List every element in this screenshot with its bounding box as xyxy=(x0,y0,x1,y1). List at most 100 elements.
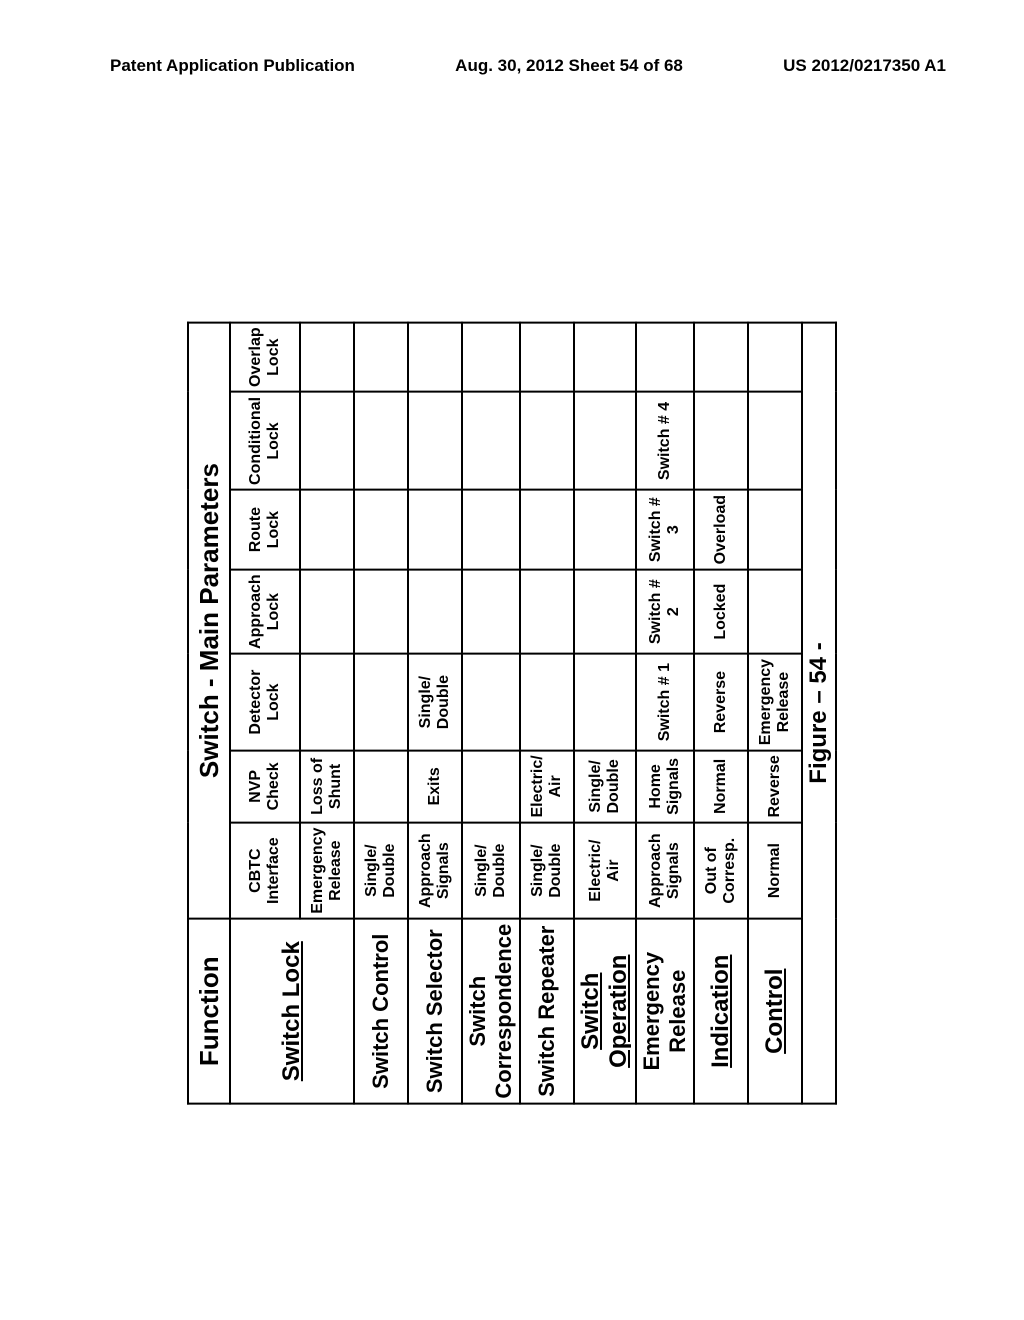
cell: Approach Lock xyxy=(230,569,300,654)
cell xyxy=(520,569,574,654)
cell: Emergency Release xyxy=(300,822,354,918)
page-header: Patent Application Publication Aug. 30, … xyxy=(0,56,1024,76)
cell xyxy=(408,392,462,490)
cell xyxy=(574,490,636,569)
cell xyxy=(574,654,636,750)
cell xyxy=(408,569,462,654)
cell: Switch # 1 xyxy=(636,654,694,750)
cell xyxy=(462,654,520,750)
cell: Approach Signals xyxy=(636,822,694,918)
figure-caption: Figure – 54 - xyxy=(802,322,836,1103)
func-emergency-release: Emergency Release xyxy=(636,919,694,1104)
cell xyxy=(408,322,462,392)
cell: Single/ Double xyxy=(462,822,520,918)
func-control: Control xyxy=(748,919,802,1104)
cell: CBTC Interface xyxy=(230,822,300,918)
func-switch-selector: Switch Selector xyxy=(408,919,462,1104)
cell xyxy=(574,569,636,654)
cell: Overload xyxy=(694,490,748,569)
cell: Normal xyxy=(694,750,748,822)
cell: Switch # 2 xyxy=(636,569,694,654)
cell: Single/ Double xyxy=(574,750,636,822)
title-parameters: Switch - Main Parameters xyxy=(188,322,230,918)
cell xyxy=(520,322,574,392)
cell xyxy=(300,654,354,750)
header-center: Aug. 30, 2012 Sheet 54 of 68 xyxy=(455,56,683,76)
cell xyxy=(300,392,354,490)
cell: Detector Lock xyxy=(230,654,300,750)
cell: Locked xyxy=(694,569,748,654)
table-row: Switch Control Single/ Double xyxy=(354,322,408,1103)
cell xyxy=(462,750,520,822)
cell xyxy=(354,750,408,822)
cell: Switch # 4 xyxy=(636,392,694,490)
cell: Electric/ Air xyxy=(574,822,636,918)
cell: Loss of Shunt xyxy=(300,750,354,822)
cell: Single/ Double xyxy=(520,822,574,918)
rotated-content: Function Switch - Main Parameters Switch… xyxy=(187,321,837,1104)
cell xyxy=(354,654,408,750)
table-row: Switch Correspondence Single/ Double xyxy=(462,322,520,1103)
cell: Route Lock xyxy=(230,490,300,569)
cell: Overlap Lock xyxy=(230,322,300,392)
cell xyxy=(694,322,748,392)
cell xyxy=(462,490,520,569)
cell xyxy=(574,392,636,490)
table-row: Emergency Release Approach Signals Home … xyxy=(636,322,694,1103)
title-function: Function xyxy=(188,919,230,1104)
func-switch-operation: Switch Operation xyxy=(574,919,636,1104)
cell: Exits xyxy=(408,750,462,822)
cell xyxy=(574,322,636,392)
cell: Out of Corresp. xyxy=(694,822,748,918)
cell: Switch # 3 xyxy=(636,490,694,569)
table-row: Switch Selector Approach Signals Exits S… xyxy=(408,322,462,1103)
cell: Home Signals xyxy=(636,750,694,822)
cell: Approach Signals xyxy=(408,822,462,918)
cell: Reverse xyxy=(694,654,748,750)
table-row: Switch Operation Electric/ Air Single/ D… xyxy=(574,322,636,1103)
header-right: US 2012/0217350 A1 xyxy=(783,56,946,76)
table-row: Control Normal Reverse Emergency Release xyxy=(748,322,802,1103)
cell: Normal xyxy=(748,822,802,918)
cell xyxy=(300,322,354,392)
cell xyxy=(748,569,802,654)
cell: NVP Check xyxy=(230,750,300,822)
cell: Single/ Double xyxy=(408,654,462,750)
cell: Emergency Release xyxy=(748,654,802,750)
cell xyxy=(636,322,694,392)
cell xyxy=(300,569,354,654)
cell xyxy=(748,490,802,569)
header-left: Patent Application Publication xyxy=(110,56,355,76)
cell: Reverse xyxy=(748,750,802,822)
cell xyxy=(354,569,408,654)
cell xyxy=(354,322,408,392)
switch-parameters-table: Function Switch - Main Parameters Switch… xyxy=(187,321,837,1104)
cell xyxy=(462,569,520,654)
cell xyxy=(462,392,520,490)
func-switch-correspondence: Switch Correspondence xyxy=(462,919,520,1104)
cell xyxy=(520,490,574,569)
caption-row: Figure – 54 - xyxy=(802,322,836,1103)
table-row: Switch Lock CBTC Interface NVP Check Det… xyxy=(230,322,300,1103)
cell: Electric/ Air xyxy=(520,750,574,822)
cell xyxy=(462,322,520,392)
cell xyxy=(300,490,354,569)
cell xyxy=(408,490,462,569)
func-switch-repeater: Switch Repeater xyxy=(520,919,574,1104)
table-row: Switch Repeater Single/ Double Electric/… xyxy=(520,322,574,1103)
func-switch-lock: Switch Lock xyxy=(230,919,354,1104)
cell xyxy=(354,392,408,490)
cell xyxy=(520,654,574,750)
title-row: Function Switch - Main Parameters xyxy=(188,322,230,1103)
func-switch-control: Switch Control xyxy=(354,919,408,1104)
cell xyxy=(520,392,574,490)
func-indication: Indication xyxy=(694,919,748,1104)
table-row: Indication Out of Corresp. Normal Revers… xyxy=(694,322,748,1103)
cell: Single/ Double xyxy=(354,822,408,918)
cell xyxy=(748,392,802,490)
cell xyxy=(354,490,408,569)
cell xyxy=(694,392,748,490)
cell: Conditional Lock xyxy=(230,392,300,490)
page: Patent Application Publication Aug. 30, … xyxy=(0,0,1024,1320)
cell xyxy=(748,322,802,392)
